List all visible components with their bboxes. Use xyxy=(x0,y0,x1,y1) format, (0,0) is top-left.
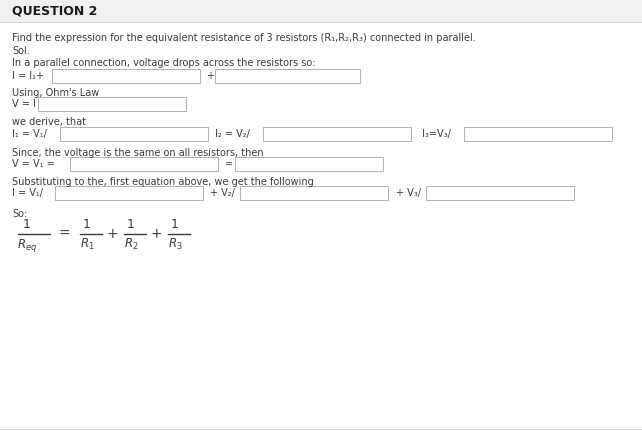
Text: $R_3$: $R_3$ xyxy=(168,236,182,252)
Text: $R_2$: $R_2$ xyxy=(124,236,138,252)
Text: I₂ = V₂/: I₂ = V₂/ xyxy=(215,129,250,139)
Text: + V₃/: + V₃/ xyxy=(396,188,421,198)
FancyBboxPatch shape xyxy=(70,157,218,171)
Text: + V₂/: + V₂/ xyxy=(210,188,235,198)
Text: we derive, that: we derive, that xyxy=(12,117,86,127)
Text: Find the expression for the equivalent resistance of 3 resistors (R₁,R₂,R₃) conn: Find the expression for the equivalent r… xyxy=(12,33,476,43)
Text: I₃=V₃/: I₃=V₃/ xyxy=(422,129,451,139)
Text: Sol.: Sol. xyxy=(12,46,30,56)
Text: +: + xyxy=(206,71,214,81)
Text: V = I: V = I xyxy=(12,99,36,109)
FancyBboxPatch shape xyxy=(240,186,388,200)
Text: 1: 1 xyxy=(23,218,31,232)
FancyBboxPatch shape xyxy=(426,186,574,200)
FancyBboxPatch shape xyxy=(215,69,360,83)
Text: So:: So: xyxy=(12,209,27,219)
Text: I = V₁/: I = V₁/ xyxy=(12,188,43,198)
FancyBboxPatch shape xyxy=(38,97,186,111)
Text: +: + xyxy=(106,227,118,241)
Text: Substituting to the, first equation above, we get the following: Substituting to the, first equation abov… xyxy=(12,177,314,187)
Text: Using, Ohm's Law: Using, Ohm's Law xyxy=(12,88,100,98)
Text: 1: 1 xyxy=(83,218,91,232)
Text: V = V₁ =: V = V₁ = xyxy=(12,159,55,169)
FancyBboxPatch shape xyxy=(55,186,203,200)
Text: $R_1$: $R_1$ xyxy=(80,236,94,252)
Text: Since, the voltage is the same on all resistors, then: Since, the voltage is the same on all re… xyxy=(12,148,264,158)
FancyBboxPatch shape xyxy=(263,127,411,141)
Text: 1: 1 xyxy=(171,218,179,232)
FancyBboxPatch shape xyxy=(52,69,200,83)
Text: 1: 1 xyxy=(127,218,135,232)
Text: $R_{eq}$: $R_{eq}$ xyxy=(17,236,37,253)
Text: +: + xyxy=(150,227,162,241)
FancyBboxPatch shape xyxy=(235,157,383,171)
Text: =: = xyxy=(58,227,70,241)
FancyBboxPatch shape xyxy=(60,127,208,141)
Text: QUESTION 2: QUESTION 2 xyxy=(12,4,98,17)
Text: =: = xyxy=(225,159,233,169)
Text: I₁ = V₁/: I₁ = V₁/ xyxy=(12,129,47,139)
FancyBboxPatch shape xyxy=(464,127,612,141)
FancyBboxPatch shape xyxy=(0,0,642,22)
Text: I = I₁+: I = I₁+ xyxy=(12,71,44,81)
Text: In a parallel connection, voltage drops across the resistors so:: In a parallel connection, voltage drops … xyxy=(12,58,315,68)
